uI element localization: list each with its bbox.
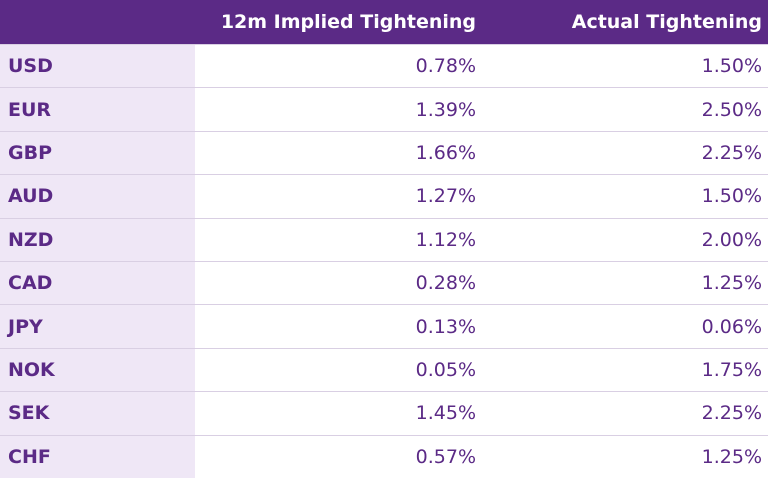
cell-value: 1.45% xyxy=(195,391,482,434)
cell-value: 2.00% xyxy=(482,217,768,261)
cell-value: 1.39% xyxy=(195,87,482,130)
cell-value: 2.25% xyxy=(482,391,768,434)
column-header: Actual Tightening xyxy=(482,0,768,44)
cell-value: 1.25% xyxy=(482,434,768,478)
row-label: EUR xyxy=(0,87,195,131)
cell-value: 0.78% xyxy=(195,44,482,87)
header-corner xyxy=(0,0,195,44)
row-label: JPY xyxy=(0,304,195,348)
cell-value: 1.50% xyxy=(482,174,768,217)
cell-value: 0.13% xyxy=(195,304,482,347)
cell-value: 1.25% xyxy=(482,260,768,304)
row-label: SEK xyxy=(0,391,195,435)
cell-value: 1.66% xyxy=(195,130,482,174)
cell-value: 1.12% xyxy=(195,217,482,261)
row-label: GBP xyxy=(0,130,195,175)
cell-value: 0.05% xyxy=(195,347,482,391)
cell-value: 0.28% xyxy=(195,260,482,304)
row-label: NOK xyxy=(0,347,195,392)
cell-value: 1.50% xyxy=(482,44,768,87)
row-label: CAD xyxy=(0,260,195,305)
row-label: USD xyxy=(0,44,195,88)
cell-value: 2.50% xyxy=(482,87,768,130)
row-label: AUD xyxy=(0,174,195,218)
row-label: CHF xyxy=(0,434,195,478)
cell-value: 0.57% xyxy=(195,434,482,478)
cell-value: 1.75% xyxy=(482,347,768,391)
row-label: NZD xyxy=(0,217,195,261)
cell-value: 1.27% xyxy=(195,174,482,217)
cell-value: 2.25% xyxy=(482,130,768,174)
column-header: 12m Implied Tightening xyxy=(195,0,482,44)
cell-value: 0.06% xyxy=(482,304,768,347)
